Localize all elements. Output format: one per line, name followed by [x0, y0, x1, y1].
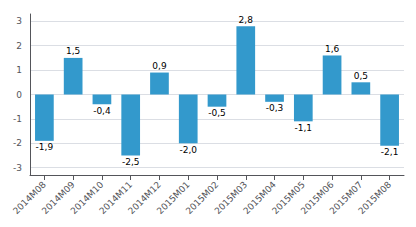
svg-text:-1,1: -1,1: [295, 123, 313, 133]
svg-text:-1,9: -1,9: [36, 142, 54, 152]
svg-text:0,9: 0,9: [152, 61, 167, 71]
svg-text:1,5: 1,5: [66, 46, 80, 56]
svg-text:2014M12: 2014M12: [126, 179, 163, 217]
svg-text:2015M03: 2015M03: [212, 179, 250, 217]
svg-text:2015M05: 2015M05: [270, 179, 307, 217]
svg-text:2015M01: 2015M01: [155, 179, 192, 217]
svg-text:2,8: 2,8: [239, 15, 254, 25]
svg-text:1: 1: [16, 65, 22, 75]
svg-text:-2,0: -2,0: [179, 145, 197, 155]
svg-text:2015M02: 2015M02: [183, 179, 221, 217]
svg-text:2015M07: 2015M07: [327, 179, 365, 217]
svg-text:-0,3: -0,3: [266, 103, 284, 113]
svg-text:2015M04: 2015M04: [241, 179, 279, 217]
svg-text:-3: -3: [13, 163, 22, 173]
svg-text:2014M09: 2014M09: [39, 179, 77, 217]
svg-text:2014M11: 2014M11: [97, 179, 135, 217]
svg-text:0,5: 0,5: [354, 71, 368, 81]
svg-text:1,6: 1,6: [325, 44, 340, 54]
svg-text:3: 3: [16, 16, 22, 26]
svg-text:2014M10: 2014M10: [68, 179, 106, 217]
svg-text:2015M06: 2015M06: [298, 179, 336, 217]
svg-text:-1: -1: [13, 114, 22, 124]
svg-text:0: 0: [16, 90, 22, 100]
svg-text:2015M08: 2015M08: [356, 179, 393, 216]
svg-text:2: 2: [16, 41, 22, 51]
svg-text:-0,5: -0,5: [208, 108, 226, 118]
svg-text:-2,1: -2,1: [381, 147, 399, 157]
svg-text:-2,5: -2,5: [122, 157, 140, 167]
svg-text:2014M08: 2014M08: [11, 179, 48, 217]
svg-text:-2: -2: [13, 138, 22, 148]
svg-text:-0,4: -0,4: [93, 106, 111, 116]
